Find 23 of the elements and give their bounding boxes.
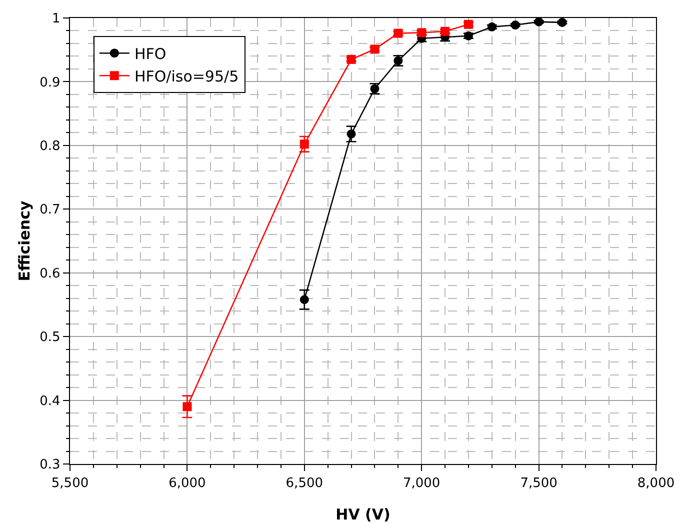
legend-label: HFO <box>134 44 166 63</box>
x-tick-label: 5,500 <box>51 476 89 491</box>
point <box>534 18 544 26</box>
y-axis-title: Efficiency <box>16 200 34 282</box>
y-tick-label: 1 <box>52 12 60 27</box>
x-tick-label: 8,000 <box>637 476 675 491</box>
x-axis-title: HV (V) <box>336 505 390 524</box>
y-tick-label: 0.6 <box>40 266 60 282</box>
point <box>558 18 567 27</box>
y-tick-label: 0.4 <box>40 394 60 409</box>
point <box>510 20 520 30</box>
y-tick-label: 0.3 <box>40 458 60 473</box>
point <box>182 402 192 412</box>
y-tick-label: 0.8 <box>40 138 60 154</box>
point <box>300 295 309 304</box>
legend-label: HFO/iso=95/5 <box>134 67 239 86</box>
x-tick-label: 6,500 <box>286 476 324 491</box>
x-tick-label: 7,500 <box>520 476 558 491</box>
y-tick-label: 0.5 <box>40 330 60 346</box>
x-tick-label: 6,000 <box>168 476 206 491</box>
x-tick-label: 7,000 <box>402 476 440 491</box>
y-tick-label: 0.9 <box>40 75 60 90</box>
y-tick-label: 0.7 <box>40 202 60 218</box>
